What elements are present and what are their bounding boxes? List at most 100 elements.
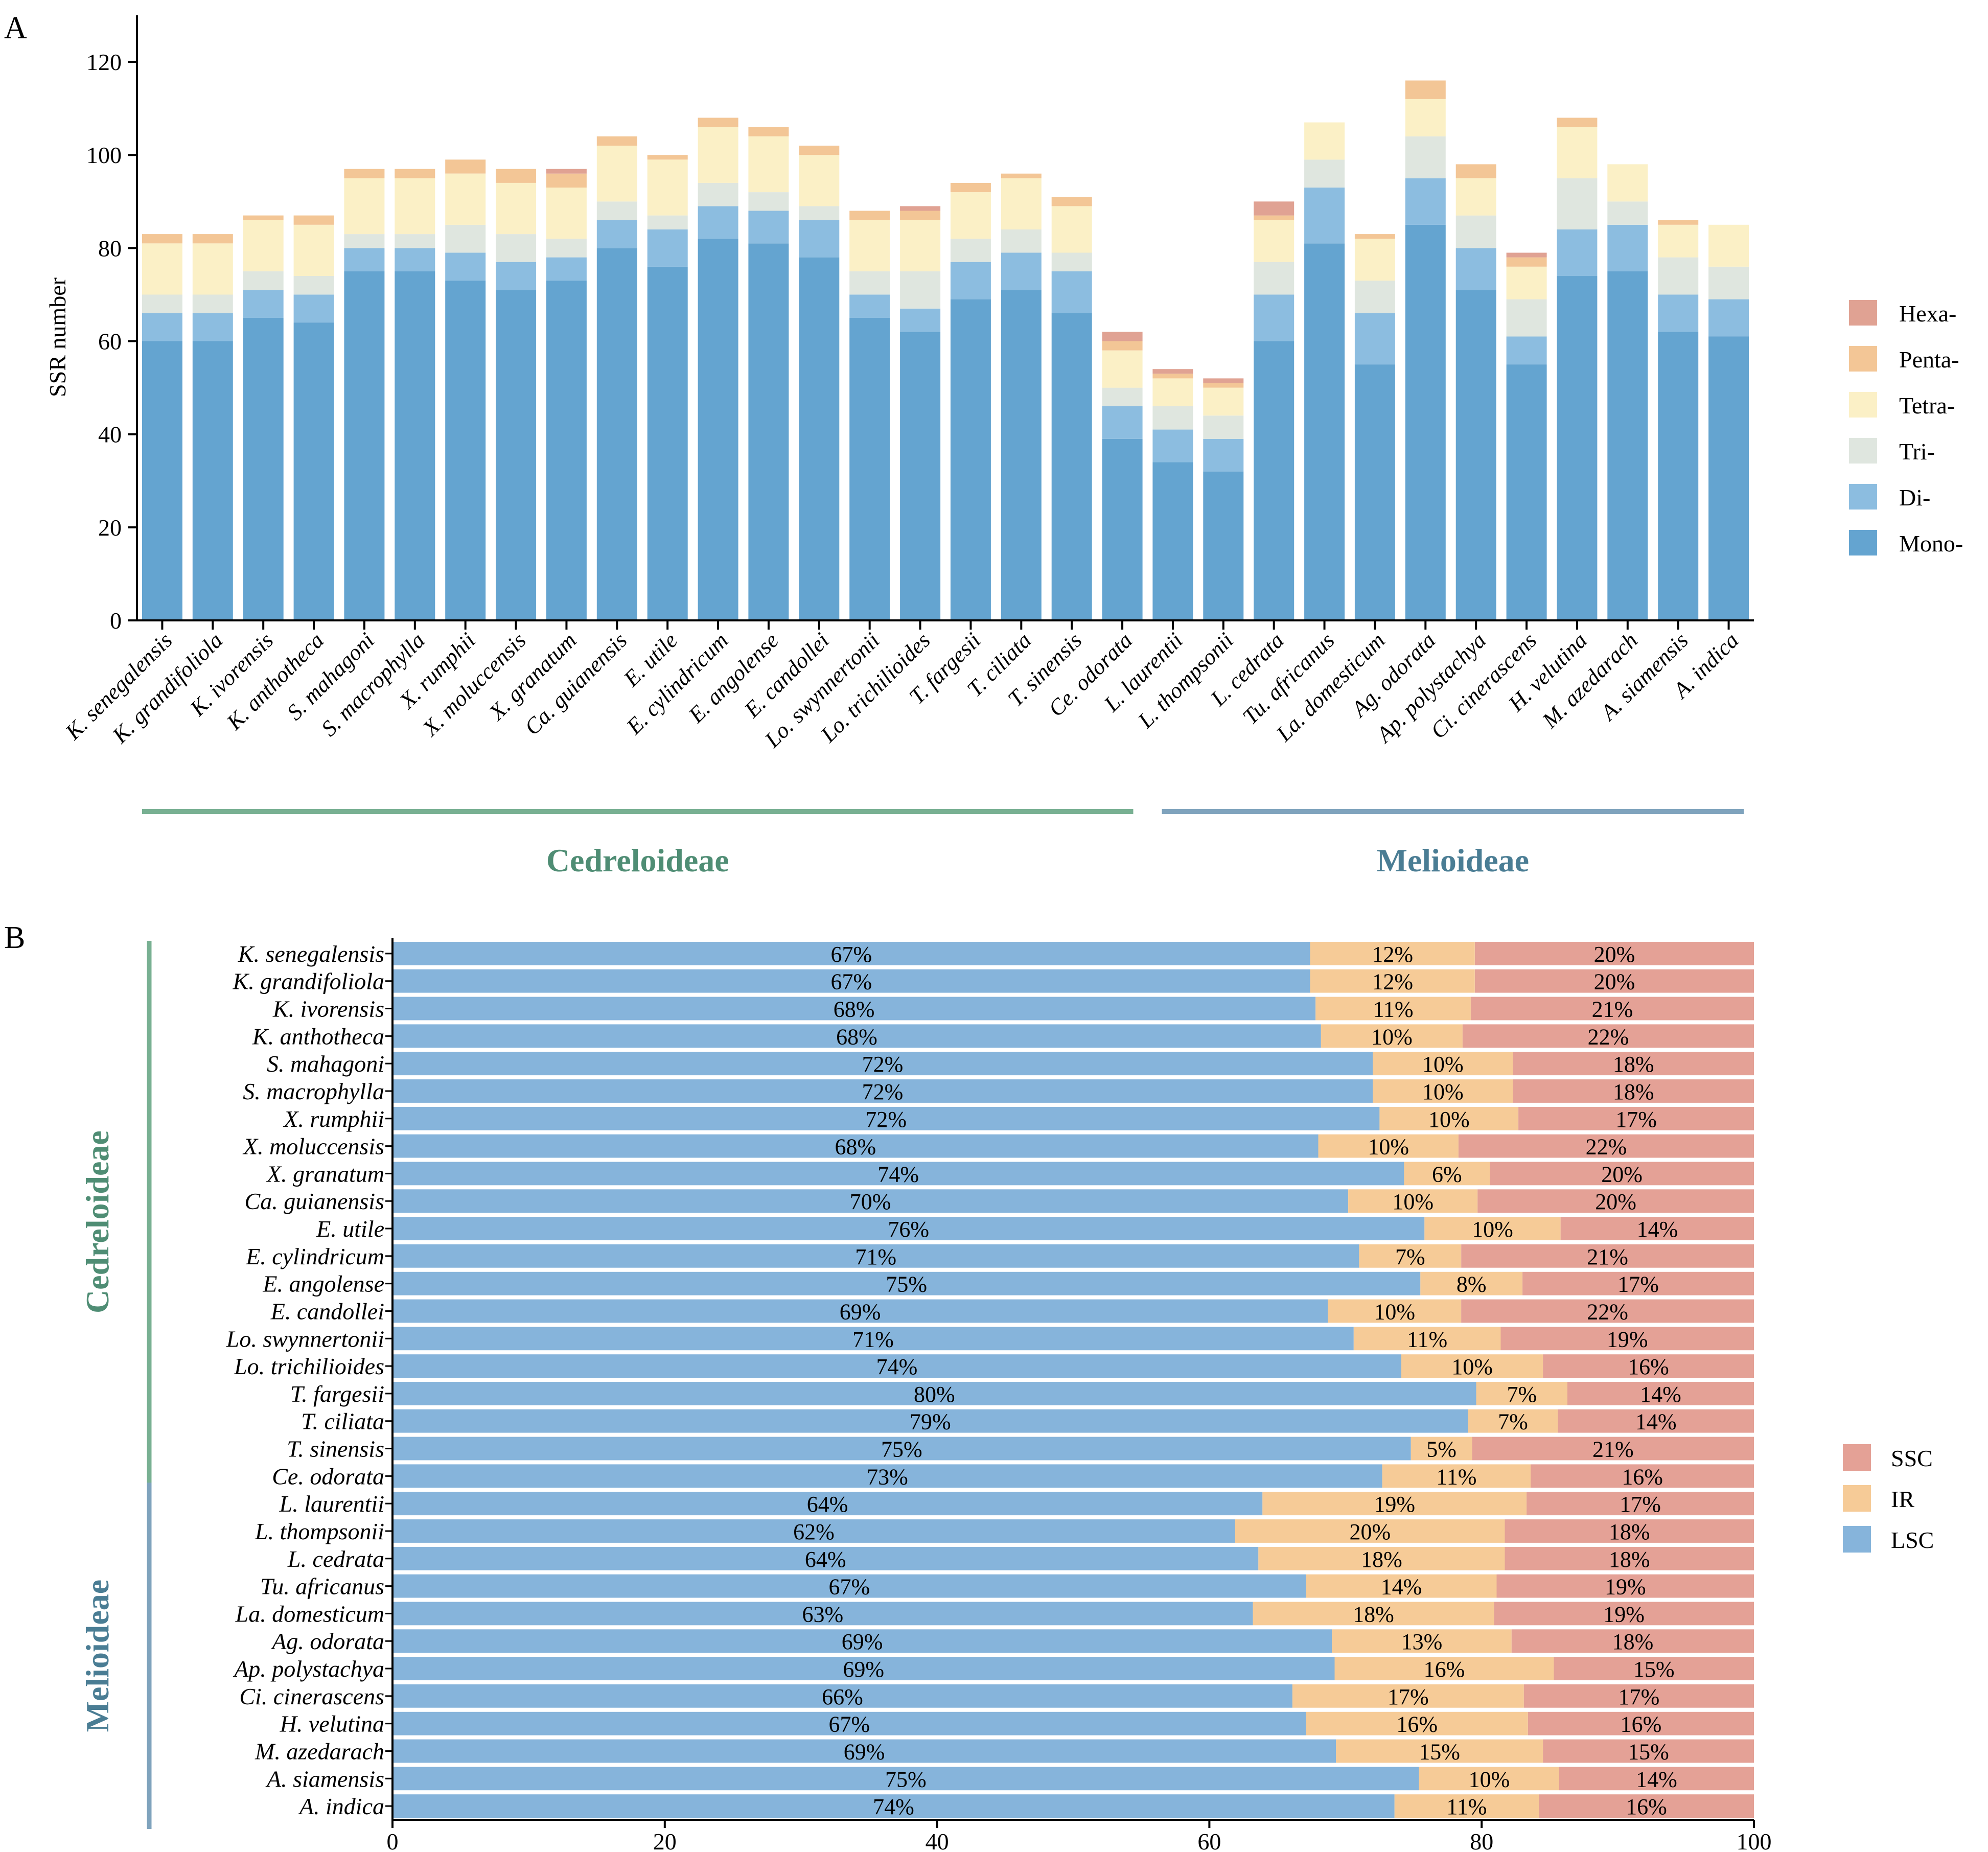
segment-lsc-e-candollei — [392, 1299, 1328, 1323]
bar-mono-x-moluccensis — [496, 290, 537, 620]
bar-penta-x-moluccensis — [496, 169, 537, 183]
value-label-ir-h-velutina: 16% — [1396, 1712, 1438, 1737]
segment-lsc-x-granatum — [392, 1162, 1404, 1186]
category-label-k-senegalensis: K. senegalensis — [238, 941, 384, 967]
segment-ir-e-angolense — [1420, 1271, 1523, 1295]
value-label-lsc-a-indica: 74% — [873, 1794, 914, 1819]
bar-tetra-e-candollei — [799, 155, 840, 206]
bar-tri-t-sinensis — [1051, 252, 1092, 271]
bar-penta-t-ciliata — [1001, 173, 1042, 178]
bar-tetra-t-fargesii — [950, 192, 991, 239]
value-label-lsc-k-grandifoliola: 67% — [830, 969, 872, 994]
legend-label-ir: IR — [1891, 1486, 1914, 1512]
legend-swatch-penta — [1849, 346, 1877, 372]
bar-tetra-ca-guianensis — [596, 146, 637, 202]
segment-ir-la-domesticum — [1253, 1602, 1494, 1626]
bar-tri-lo-trichilioides — [900, 271, 941, 309]
segment-lsc-l-thompsonii — [392, 1519, 1235, 1543]
segment-lsc-l-cedrata — [392, 1546, 1259, 1570]
bar-di-ag-odorata — [1405, 178, 1446, 225]
segment-ssc-k-anthotheca — [1462, 1024, 1754, 1048]
value-label-lsc-k-ivorensis: 68% — [834, 997, 875, 1022]
category-label-s-macrophylla: S. macrophylla — [243, 1078, 384, 1104]
value-label-ssc-lo-swynnertonii: 19% — [1607, 1327, 1648, 1352]
bar-tri-ag-odorata — [1405, 136, 1446, 178]
segment-lsc-ag-odorata — [392, 1629, 1332, 1653]
value-label-ssc-ca-guianensis: 20% — [1595, 1189, 1636, 1214]
value-label-ssc-k-ivorensis: 21% — [1592, 997, 1633, 1022]
segment-lsc-a-indica — [392, 1794, 1395, 1818]
segment-ssc-t-ciliata — [1558, 1409, 1754, 1433]
legend-swatch-ssc — [1843, 1444, 1871, 1471]
value-label-lsc-k-anthotheca: 68% — [836, 1024, 877, 1049]
segment-lsc-k-ivorensis — [392, 997, 1316, 1021]
value-label-lsc-la-domesticum: 63% — [802, 1602, 843, 1627]
value-label-lsc-l-laurentii: 64% — [807, 1492, 848, 1517]
segment-ssc-a-siamensis — [1559, 1767, 1754, 1791]
category-label-t-fargesii: T. fargesii — [290, 1381, 384, 1407]
value-label-ir-m-azedarach: 15% — [1419, 1740, 1460, 1765]
panel-b-percentage-bar-chart: 67% 12% 20% K. senegalensis 67% 12% 20% K. gran… — [79, 938, 1934, 1852]
value-label-ssc-ap-polystachya: 15% — [1633, 1657, 1675, 1682]
value-label-ssc-k-senegalensis: 20% — [1594, 942, 1635, 967]
value-label-lsc-ci-cinerascens: 66% — [822, 1684, 863, 1709]
segment-lsc-ci-cinerascens — [392, 1684, 1292, 1708]
bar-tri-k-anthotheca — [293, 276, 334, 295]
bar-hexa-x-granatum — [546, 169, 587, 174]
segment-ssc-a-indica — [1539, 1794, 1754, 1818]
segment-ir-s-mahagoni — [1373, 1052, 1513, 1076]
bar-penta-h-velutina — [1557, 118, 1598, 127]
bar-di-ci-cinerascens — [1506, 336, 1547, 364]
y-tick-label-20: 20 — [98, 515, 122, 541]
value-label-ssc-e-cylindricum: 21% — [1587, 1244, 1628, 1269]
y-tick-label-100: 100 — [86, 142, 122, 168]
category-label-e-angolense: E. angolense — [262, 1271, 384, 1297]
legend-swatch-lsc — [1843, 1526, 1871, 1553]
segment-ssc-lo-swynnertonii — [1500, 1327, 1754, 1351]
segment-lsc-e-utile — [392, 1217, 1425, 1240]
segment-ssc-e-candollei — [1461, 1299, 1754, 1323]
segment-ssc-ap-polystachya — [1554, 1657, 1754, 1680]
segment-ssc-x-granatum — [1490, 1162, 1754, 1186]
value-label-ssc-e-candollei: 22% — [1587, 1300, 1628, 1325]
segment-lsc-s-macrophylla — [392, 1079, 1373, 1103]
bar-mono-m-azedarach — [1607, 271, 1648, 620]
bar-di-a-siamensis — [1658, 294, 1699, 332]
bar-tri-ci-cinerascens — [1506, 299, 1547, 337]
value-label-ir-l-laurentii: 19% — [1374, 1492, 1415, 1517]
bar-hexa-l-thompsonii — [1203, 378, 1244, 383]
segment-ir-tu-africanus — [1306, 1574, 1497, 1598]
value-label-ir-ag-odorata: 13% — [1401, 1629, 1443, 1654]
legend-label-mono: Mono- — [1899, 530, 1963, 557]
b-x-tick-label-80: 80 — [1470, 1828, 1493, 1852]
bar-penta-a-siamensis — [1658, 220, 1699, 225]
value-label-ssc-t-fargesii: 14% — [1640, 1382, 1681, 1407]
value-label-ir-k-ivorensis: 11% — [1373, 997, 1413, 1022]
segment-ssc-tu-africanus — [1496, 1574, 1754, 1598]
segment-ir-e-candollei — [1328, 1299, 1462, 1323]
segment-ir-l-cedrata — [1258, 1546, 1505, 1570]
bar-penta-k-senegalensis — [142, 234, 182, 244]
value-label-ssc-ce-odorata: 16% — [1622, 1464, 1663, 1489]
bar-tri-h-velutina — [1557, 178, 1598, 229]
segment-lsc-e-angolense — [392, 1271, 1421, 1295]
segment-ir-t-ciliata — [1468, 1409, 1558, 1433]
bar-tri-l-thompsonii — [1203, 415, 1244, 439]
bar-tetra-a-siamensis — [1658, 224, 1699, 258]
bar-mono-a-siamensis — [1658, 332, 1699, 620]
bar-tetra-x-granatum — [546, 188, 587, 239]
value-label-ir-x-rumphii: 10% — [1428, 1107, 1470, 1132]
bar-tetra-s-mahagoni — [344, 178, 385, 235]
category-label-lo-trichilioides: Lo. trichilioides — [234, 1353, 384, 1379]
bar-mono-k-senegalensis — [142, 341, 182, 620]
category-label-l-thompsonii: L. thompsonii — [255, 1518, 384, 1544]
bar-tetra-t-sinensis — [1051, 206, 1092, 253]
value-label-ssc-s-mahagoni: 18% — [1613, 1052, 1654, 1077]
value-label-ir-e-cylindricum: 7% — [1395, 1244, 1425, 1269]
value-label-ssc-k-anthotheca: 22% — [1588, 1024, 1629, 1049]
bar-mono-l-thompsonii — [1203, 471, 1244, 620]
bar-tetra-ap-polystachya — [1455, 178, 1496, 216]
bar-tri-x-granatum — [546, 239, 587, 258]
segment-lsc-k-senegalensis — [392, 942, 1310, 965]
value-label-lsc-x-granatum: 74% — [877, 1162, 919, 1187]
